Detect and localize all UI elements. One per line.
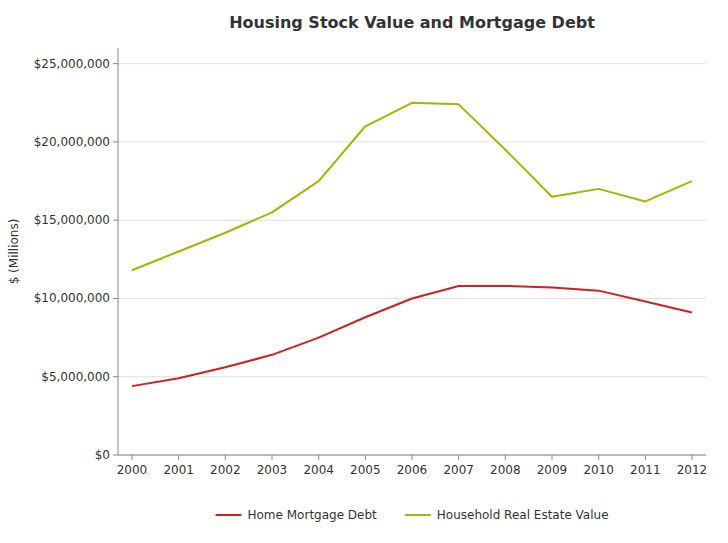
legend: Home Mortgage Debt Household Real Estate … [216,508,609,522]
grid-line [118,376,706,377]
x-tick-label: 2004 [303,463,334,477]
y-tick-label: $15,000,000 [34,213,110,227]
x-tick [692,455,693,460]
y-tick [113,220,118,221]
legend-swatch [405,514,431,516]
legend-item: Home Mortgage Debt [216,508,378,522]
x-tick-label: 2001 [163,463,194,477]
grid-line [118,455,706,456]
y-tick-label: $10,000,000 [34,291,110,305]
axes: $0 $5,000,000 $10,000,000 $15,000,000 $20,00… [34,48,708,477]
grid [118,64,706,455]
x-tick [505,455,506,460]
x-tick-label: 2006 [397,463,428,477]
y-tick [113,455,118,456]
x-tick [598,455,599,460]
x-tick-label: 2008 [490,463,521,477]
legend-label: Home Mortgage Debt [248,508,378,522]
legend-item: Household Real Estate Value [405,508,609,522]
y-tick-label: $20,000,000 [34,135,110,149]
x-tick [458,455,459,460]
page: {"chart_data": { "type": "line", "title"… [0,0,728,543]
x-tick [552,455,553,460]
series-group [132,103,692,386]
y-tick [113,63,118,64]
y-axis-line [118,48,119,455]
y-tick [113,376,118,377]
x-tick [412,455,413,460]
x-tick [178,455,179,460]
x-tick [272,455,273,460]
x-tick-label: 2002 [210,463,241,477]
y-tick-label: $0 [95,448,110,462]
x-tick-label: 2000 [117,463,148,477]
x-tick-label: 2007 [443,463,474,477]
x-tick [132,455,133,460]
chart: Housing Stock Value and Mortgage Debt$0$… [0,0,728,543]
x-tick [365,455,366,460]
grid-line [118,220,706,221]
x-tick-label: 2009 [537,463,568,477]
x-tick [645,455,646,460]
x-tick-label: 2012 [677,463,708,477]
y-tick-label: $5,000,000 [41,370,110,384]
y-axis-label: $ (Millions) [7,219,21,285]
x-tick-label: 2011 [630,463,661,477]
grid-line [118,141,706,142]
x-axis-line [118,455,706,456]
line [132,286,692,386]
y-tick-label: $25,000,000 [34,57,110,71]
x-tick [225,455,226,460]
line [132,103,692,270]
grid-line [118,63,706,64]
x-tick [318,455,319,460]
legend-label: Household Real Estate Value [437,508,609,522]
legend-swatch [216,514,242,516]
x-tick-label: 2003 [257,463,288,477]
y-tick [113,141,118,142]
x-tick-label: 2005 [350,463,381,477]
x-tick-label: 2010 [583,463,614,477]
title: Housing Stock Value and Mortgage Debt [229,13,595,32]
y-tick [113,298,118,299]
